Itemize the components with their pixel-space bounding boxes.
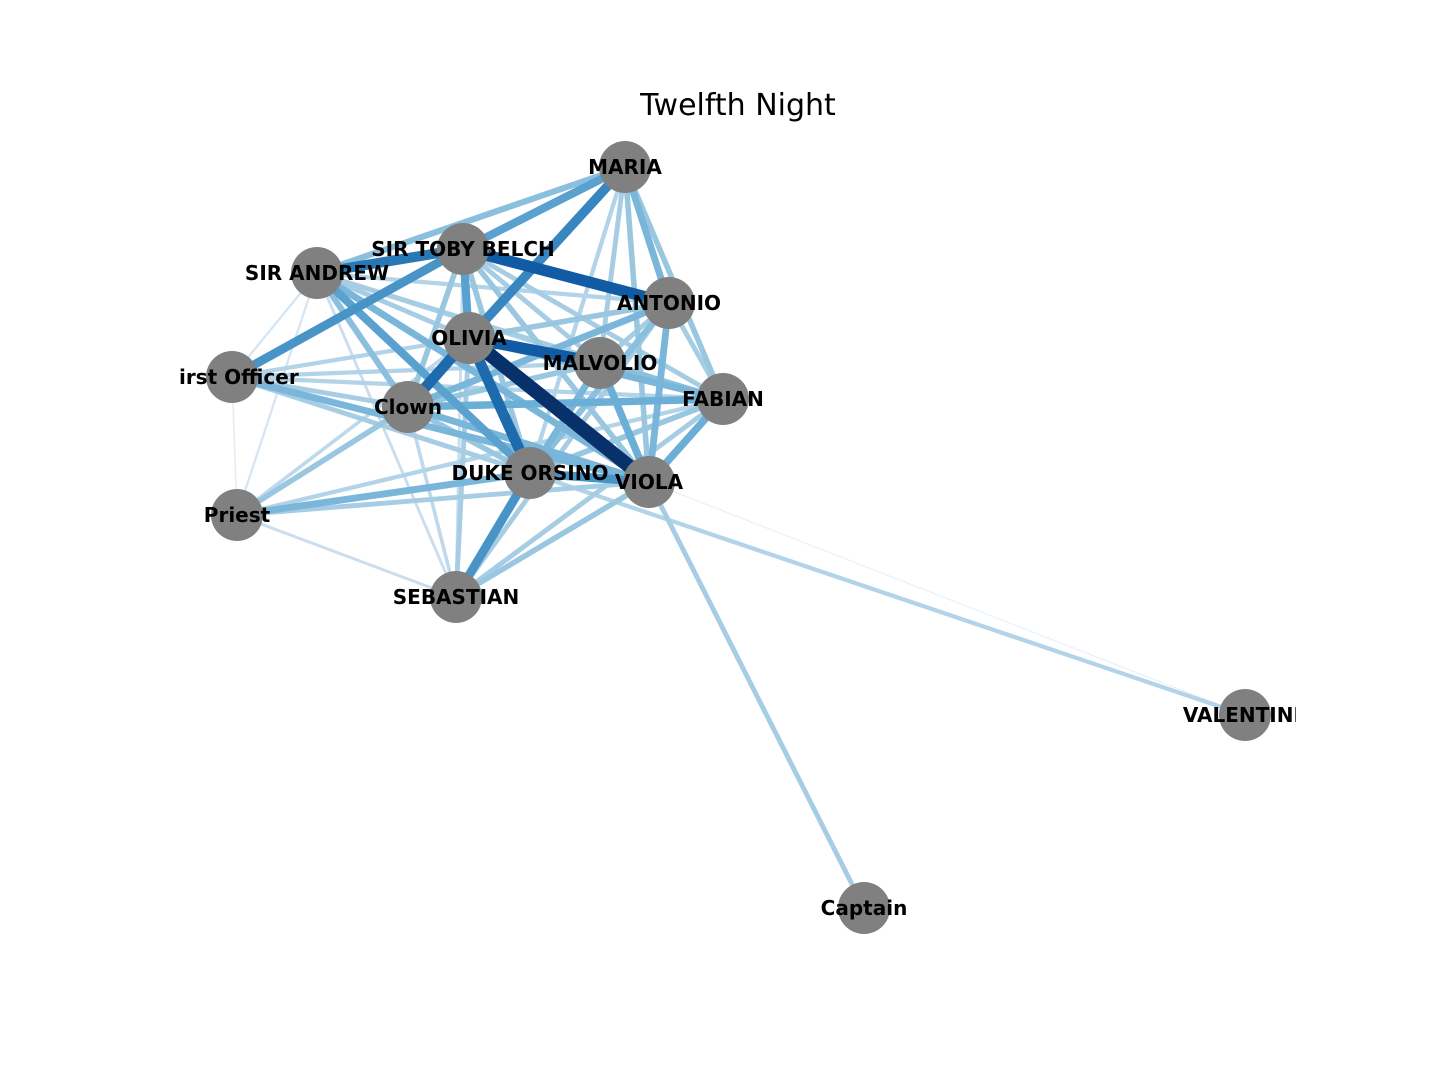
node-label-sir-andrew: SIR ANDREW	[245, 261, 389, 285]
edge-antonio-viola	[645, 302, 673, 483]
node-antonio	[643, 277, 695, 329]
edge-sir-andrew-olivia	[316, 270, 470, 341]
node-label-antonio: ANTONIO	[617, 291, 721, 315]
edge-first-officer-viola	[231, 373, 650, 486]
node-viola	[623, 456, 675, 508]
edge-fabian-sebastian	[454, 397, 725, 599]
node-label-sebastian: SEBASTIAN	[393, 585, 520, 609]
node-label-olivia: OLIVIA	[431, 326, 507, 350]
edge-duke-orsino-valentine	[529, 470, 1246, 718]
edge-viola-valentine	[648, 481, 1246, 716]
node-maria	[599, 141, 651, 193]
node-duke-orsino	[504, 447, 556, 499]
node-layer	[206, 141, 1271, 934]
edge-malvolio-clown	[407, 360, 601, 410]
edge-sir-andrew-sebastian	[315, 272, 458, 598]
node-captain	[838, 882, 890, 934]
node-label-fabian: FABIAN	[682, 387, 764, 411]
edge-sir-toby-belch-clown	[405, 248, 466, 408]
node-label-first-officer: First Officer	[165, 365, 299, 389]
node-label-valentine: VALENTINE	[1183, 703, 1307, 727]
node-clown	[382, 381, 434, 433]
node-label-maria: MARIA	[588, 155, 662, 179]
edge-viola-captain	[646, 480, 867, 910]
node-malvolio	[574, 337, 626, 389]
node-priest	[211, 489, 263, 541]
node-label-malvolio: MALVOLIO	[543, 351, 658, 375]
node-olivia	[443, 312, 495, 364]
node-label-captain: Captain	[821, 896, 908, 920]
edge-maria-sir-andrew	[315, 164, 627, 276]
node-label-duke-orsino: DUKE ORSINO	[452, 461, 609, 485]
edge-maria-olivia	[465, 163, 629, 342]
node-fabian	[697, 373, 749, 425]
node-label-viola: VIOLA	[615, 470, 684, 494]
node-label-clown: Clown	[374, 395, 442, 419]
graph-title: Twelfth Night	[639, 88, 836, 123]
node-label-priest: Priest	[204, 503, 271, 527]
node-sebastian	[430, 571, 482, 623]
edge-priest-duke-orsino	[236, 469, 531, 519]
node-first-officer	[206, 351, 258, 403]
edge-sir-toby-belch-viola	[460, 247, 652, 484]
edge-priest-sebastian	[236, 513, 457, 599]
node-sir-toby-belch	[437, 223, 489, 275]
edge-sir-toby-belch-malvolio	[461, 247, 602, 365]
edge-olivia-viola	[464, 332, 654, 488]
edge-olivia-antonio	[468, 300, 670, 341]
node-valentine	[1219, 689, 1271, 741]
edge-antonio-sebastian	[454, 301, 671, 599]
edge-sir-toby-belch-first-officer	[229, 245, 466, 381]
edge-sir-toby-belch-antonio	[461, 243, 671, 309]
edge-sir-andrew-clown	[314, 271, 411, 409]
edge-sir-toby-belch-maria	[461, 163, 627, 253]
edge-viola-priest	[236, 479, 650, 518]
edge-clown-priest	[235, 404, 410, 518]
edge-sir-toby-belch-fabian	[461, 246, 725, 402]
edge-layer	[229, 163, 1246, 910]
node-sir-andrew	[291, 247, 343, 299]
edge-viola-sebastian	[454, 479, 651, 600]
edge-clown-viola	[406, 403, 651, 486]
node-label-sir-toby-belch: SIR TOBY BELCH	[371, 237, 555, 261]
